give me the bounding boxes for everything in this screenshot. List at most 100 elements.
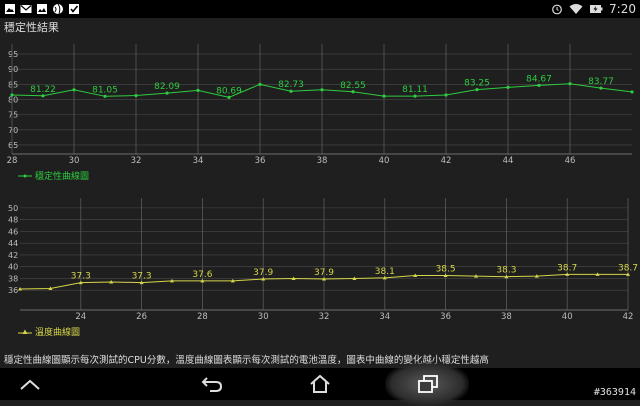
stability-data-label: 82.55 [340,81,366,91]
footer-note: 穩定性曲線圖顯示每次測試的CPU分數，溫度曲線圖表顯示每次測試的電池溫度，圖表中… [4,355,489,366]
temperature-data-point [534,274,539,278]
status-time: 7:20 [609,2,636,16]
stability-y-tick-label: 65 [8,141,18,150]
temperature-x-tick-label: 32 [319,312,330,322]
stability-x-tick-label: 34 [193,156,204,166]
stability-data-point [568,82,572,86]
temperature-data-point [595,272,600,276]
stability-data-label: 81.22 [30,85,56,95]
temperature-data-point [230,278,235,283]
stability-x-tick-label: 30 [69,156,80,166]
stability-data-point [196,88,200,92]
page-title: 穩定性結果 [4,21,59,34]
legend-triangle-marker [18,329,32,334]
temperature-x-tick-label: 30 [258,312,269,322]
navigation-bar: #363914 [0,362,640,406]
temperature-data-point [291,276,296,280]
stability-data-point [475,88,479,92]
temperature-legend: 溫度曲線圖 [18,325,80,338]
temperature-data-label: 38.1 [375,267,395,277]
temperature-x-tick-label: 36 [440,312,451,322]
stability-data-label: 83.77 [588,77,614,87]
stability-data-point [413,94,417,98]
temperature-data-point [382,275,387,280]
stability-x-tick-label: 28 [7,156,18,166]
temperature-y-tick-label: 46 [8,227,18,236]
temperature-data-label: 37.9 [314,268,334,278]
hide-keyboard-icon[interactable] [10,372,50,396]
temperature-y-tick-label: 38 [8,274,18,283]
temperature-x-tick-label: 34 [379,312,390,322]
temperature-data-point [352,276,357,280]
temperature-data-point [504,274,509,279]
temperature-x-tick-label: 42 [623,312,634,322]
temperature-data-point [78,280,83,285]
stability-legend: 穩定性曲線圖 [18,169,89,182]
home-icon[interactable] [300,372,340,396]
stability-data-point [599,86,603,90]
temperature-data-label: 38.7 [557,263,577,273]
temperature-x-tick-label: 40 [562,312,573,322]
temperature-data-point [413,273,418,278]
temperature-data-label: 38.5 [436,265,456,275]
temperature-y-tick-label: 50 [8,204,18,213]
temperature-x-tick-label: 38 [501,312,512,322]
temperature-data-label: 37.3 [132,272,152,282]
stability-data-point [103,94,107,98]
stability-y-tick-label: 70 [8,126,18,135]
stability-y-tick-label: 75 [8,111,18,120]
stability-data-label: 84.67 [526,74,552,84]
stability-data-point [351,90,355,94]
gmail-icon [20,5,32,13]
temperature-data-label: 37.3 [71,272,91,282]
stability-y-tick-label: 85 [8,80,18,89]
stability-data-point [258,82,262,86]
temperature-data-label: 37.6 [192,270,212,280]
stability-data-label: 81.05 [92,85,118,95]
stability-data-point [165,91,169,95]
watermark: #363914 [593,387,636,398]
temperature-y-tick-label: 48 [8,216,18,225]
stability-data-point [630,90,634,94]
temperature-chart: 36 38 40 42 44 46 48 50 24 26 28 30 32 34 36 38 40 42 37.3… [8,198,638,322]
checkbox-icon [69,4,79,14]
temperature-data-point [261,277,266,281]
stability-x-tick-label: 42 [441,156,452,166]
globe-icon [53,3,63,15]
temperature-data-point [443,273,448,278]
stability-data-point [444,93,448,97]
temperature-data-point [474,274,478,278]
temperature-data-label: 38.7 [618,263,638,273]
temperature-x-tick-label: 24 [75,312,86,322]
stability-x-tick-label: 36 [255,156,266,166]
stability-y-tick-label: 90 [8,65,18,74]
temperature-data-label: 38.3 [496,266,516,276]
stability-x-tick-label: 40 [379,156,390,166]
stability-data-point [134,93,138,98]
stability-data-point [10,93,14,97]
recent-apps-icon[interactable] [408,372,448,396]
stability-data-point [289,89,293,93]
stability-data-point [227,95,231,99]
stability-x-tick-label: 46 [565,156,576,166]
temperature-x-tick-label: 28 [197,312,208,322]
temperature-data-point [565,272,570,276]
stability-data-label: 80.69 [216,86,242,96]
temperature-y-tick-label: 42 [8,251,18,260]
temperature-data-point [626,272,630,276]
temperature-data-label: 37.9 [253,268,273,278]
temperature-x-tick-label: 26 [136,312,147,322]
temperature-data-point [139,280,144,285]
temperature-data-point [322,277,326,281]
stability-chart: 65 70 75 80 85 90 95 28 30 32 34 36 38 40 42 44 46 81.22 8… [7,44,634,166]
stability-data-point [382,94,386,98]
temperature-legend-label: 溫度曲線圖 [35,328,81,338]
stability-x-tick-label: 44 [503,156,514,166]
back-icon[interactable] [192,372,232,396]
wifi-icon [569,4,583,14]
alarm-icon [552,4,562,15]
temperature-data-point [170,278,174,283]
status-bar: 7:20 [0,0,640,18]
stability-x-tick-label: 38 [317,156,328,166]
stability-y-tick-label: 95 [8,50,18,59]
